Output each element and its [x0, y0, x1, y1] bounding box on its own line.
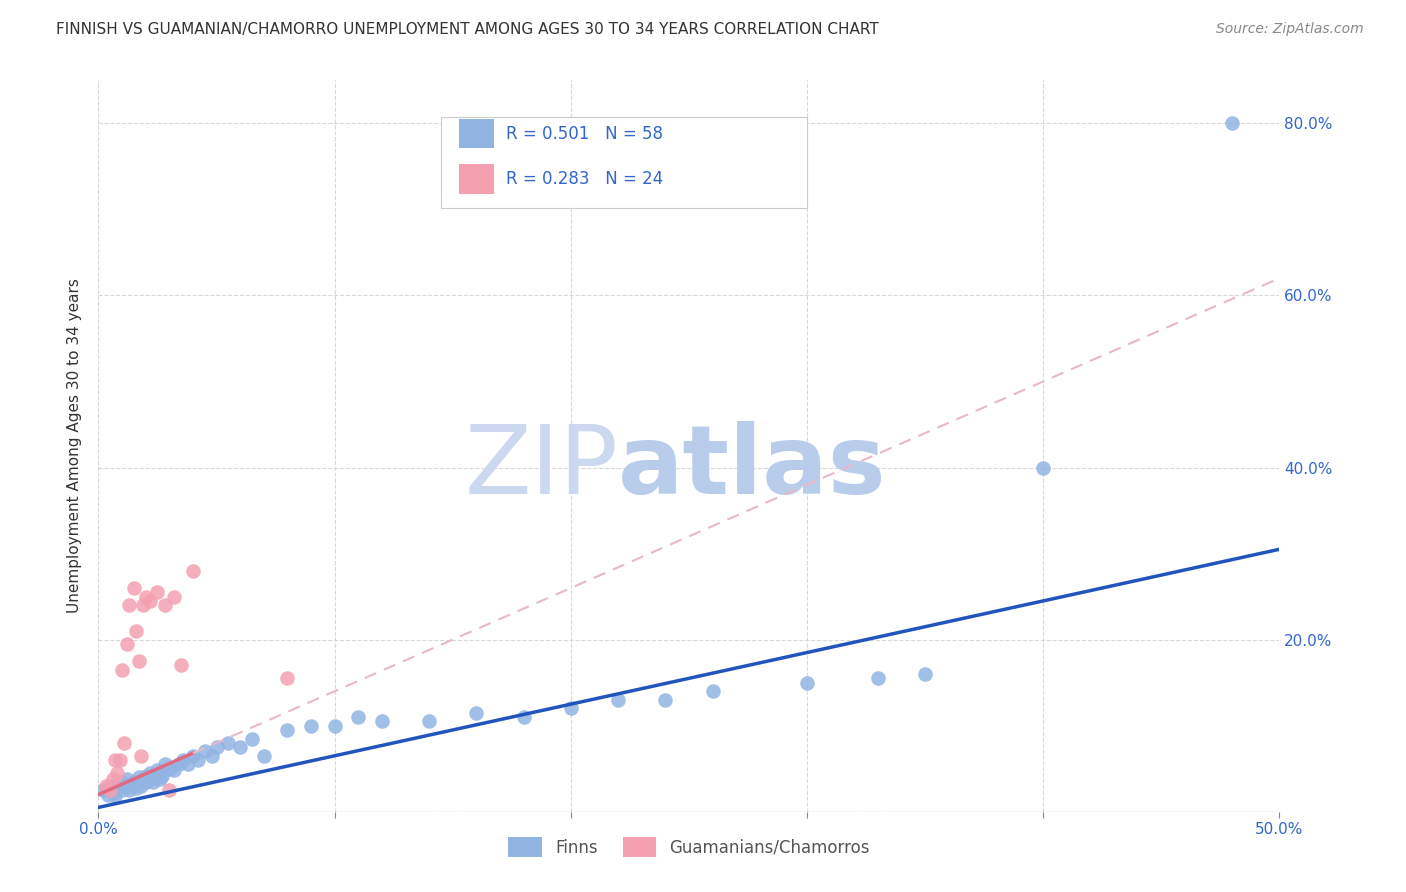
Point — [139, 766, 162, 780]
Point — [153, 757, 176, 772]
FancyBboxPatch shape — [458, 164, 494, 194]
Point — [112, 779, 135, 793]
Point — [125, 624, 148, 638]
Point — [111, 774, 134, 789]
Point — [205, 740, 228, 755]
Point — [101, 786, 124, 800]
FancyBboxPatch shape — [458, 119, 494, 148]
Point — [132, 772, 155, 786]
Text: ZIP: ZIP — [464, 421, 619, 515]
Point — [371, 714, 394, 729]
Point — [1032, 460, 1054, 475]
Point — [118, 783, 141, 797]
Point — [146, 585, 169, 599]
Point — [104, 753, 127, 767]
Point — [125, 780, 148, 795]
Point — [104, 789, 127, 804]
Point — [465, 706, 488, 720]
Point — [253, 748, 276, 763]
Point — [170, 658, 193, 673]
Point — [112, 736, 135, 750]
Point — [122, 581, 145, 595]
Point — [122, 774, 145, 789]
Text: R = 0.283   N = 24: R = 0.283 N = 24 — [506, 170, 664, 188]
Point — [172, 753, 194, 767]
Point — [143, 770, 166, 784]
Y-axis label: Unemployment Among Ages 30 to 34 years: Unemployment Among Ages 30 to 34 years — [67, 278, 83, 614]
Point — [149, 772, 172, 786]
Point — [866, 671, 889, 685]
Point — [654, 693, 676, 707]
Point — [97, 788, 120, 802]
Point — [150, 768, 173, 782]
Point — [115, 637, 138, 651]
Point — [702, 684, 724, 698]
Point — [276, 671, 298, 685]
Legend: Finns, Guamanians/Chamorros: Finns, Guamanians/Chamorros — [501, 829, 877, 865]
Point — [157, 783, 180, 797]
Point — [105, 766, 128, 780]
Point — [153, 598, 176, 612]
Point — [135, 768, 157, 782]
Point — [146, 764, 169, 778]
Point — [187, 753, 209, 767]
Point — [111, 783, 134, 797]
Point — [136, 772, 159, 786]
Point — [607, 693, 630, 707]
Point — [142, 774, 165, 789]
Point — [135, 774, 157, 789]
Point — [181, 748, 204, 763]
Point — [91, 783, 114, 797]
Point — [299, 719, 322, 733]
Text: Source: ZipAtlas.com: Source: ZipAtlas.com — [1216, 22, 1364, 37]
Point — [167, 757, 190, 772]
Point — [1220, 116, 1243, 130]
Point — [560, 701, 582, 715]
Point — [157, 762, 180, 776]
Point — [201, 748, 224, 763]
Point — [111, 663, 134, 677]
Point — [796, 675, 818, 690]
Text: atlas: atlas — [619, 421, 887, 515]
Point — [194, 744, 217, 758]
Point — [139, 594, 162, 608]
Point — [115, 772, 138, 786]
Point — [240, 731, 263, 746]
Point — [128, 654, 150, 668]
Point — [217, 736, 239, 750]
Point — [323, 719, 346, 733]
Point — [101, 772, 124, 786]
Point — [177, 757, 200, 772]
FancyBboxPatch shape — [441, 117, 807, 209]
Point — [121, 777, 143, 791]
Point — [914, 667, 936, 681]
Text: R = 0.501   N = 58: R = 0.501 N = 58 — [506, 125, 662, 143]
Point — [229, 740, 252, 755]
Point — [98, 779, 121, 793]
Point — [94, 779, 117, 793]
Point — [276, 723, 298, 737]
Text: FINNISH VS GUAMANIAN/CHAMORRO UNEMPLOYMENT AMONG AGES 30 TO 34 YEARS CORRELATION: FINNISH VS GUAMANIAN/CHAMORRO UNEMPLOYME… — [56, 22, 879, 37]
Point — [163, 764, 186, 778]
Point — [129, 748, 152, 763]
Point — [108, 753, 131, 767]
Point — [163, 590, 186, 604]
Point — [418, 714, 440, 729]
Point — [129, 779, 152, 793]
Point — [347, 710, 370, 724]
Point — [181, 564, 204, 578]
Point — [105, 780, 128, 795]
Point — [135, 590, 157, 604]
Point — [132, 598, 155, 612]
Point — [128, 770, 150, 784]
Point — [118, 598, 141, 612]
Point — [98, 783, 121, 797]
Point — [512, 710, 534, 724]
